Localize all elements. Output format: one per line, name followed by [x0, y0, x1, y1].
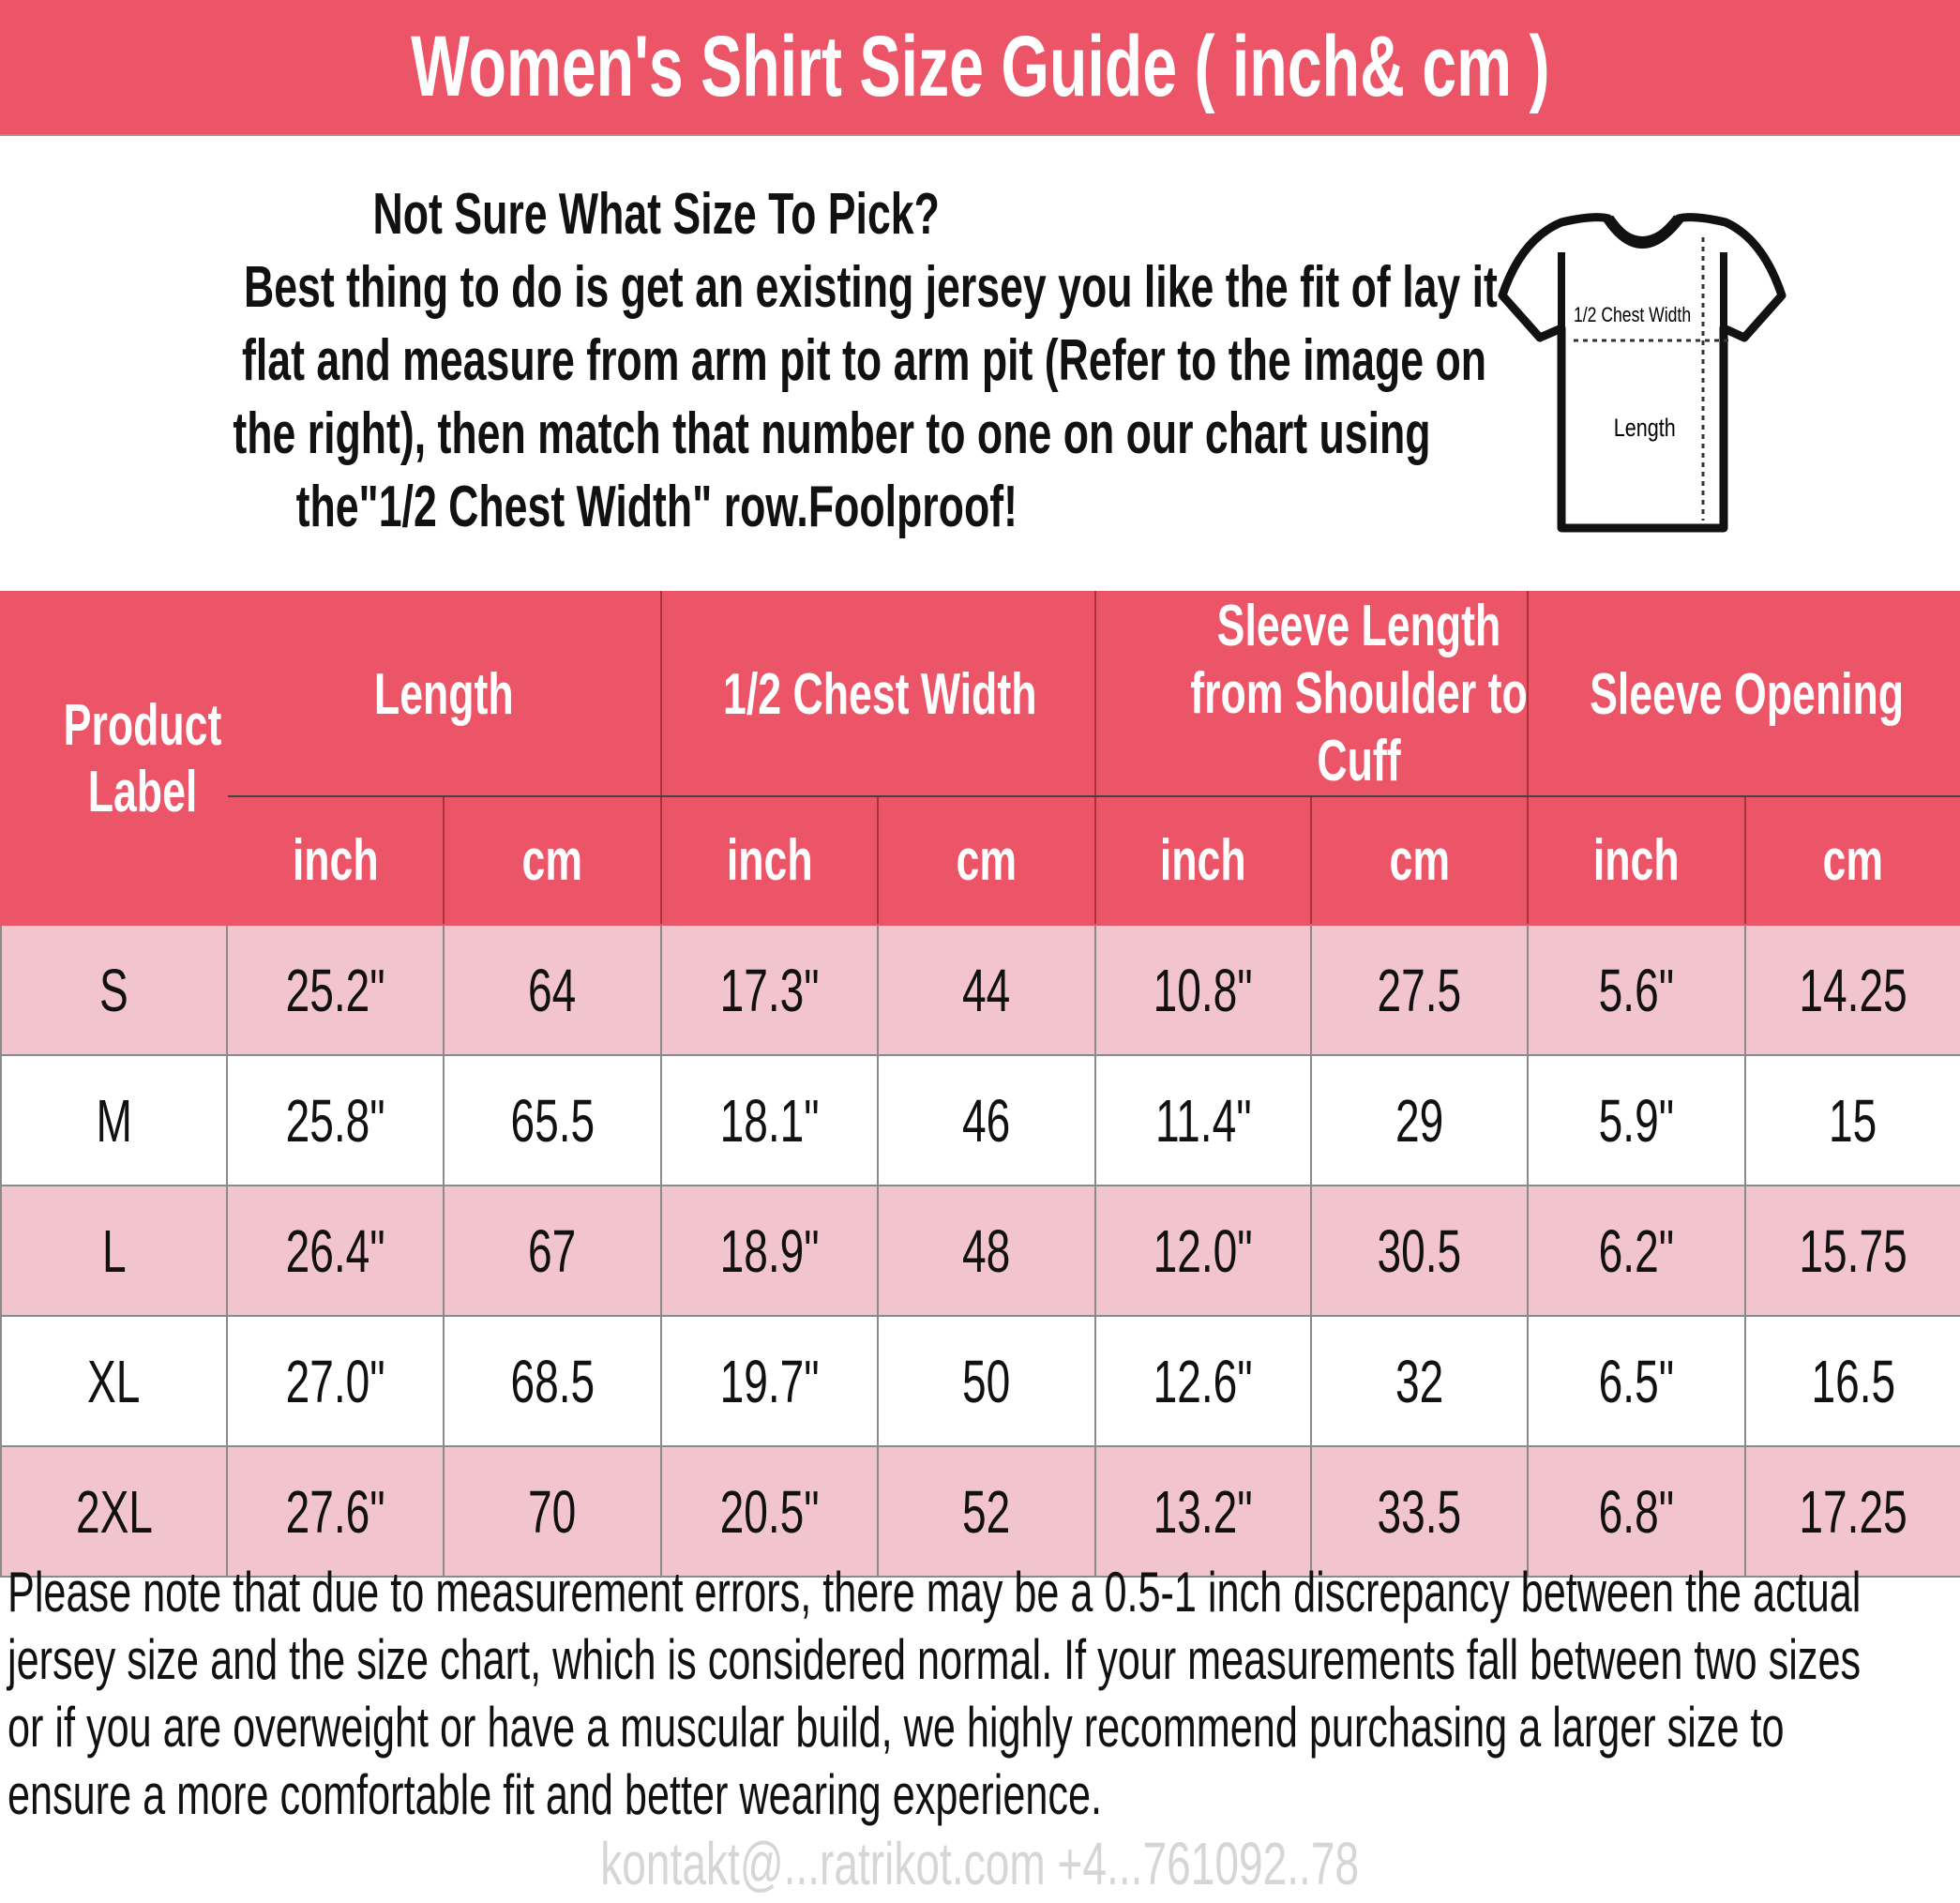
table-cell: 68.5 [443, 1315, 662, 1447]
table-cell: 29 [1310, 1054, 1529, 1186]
table-cell: 20.5" [660, 1445, 879, 1578]
page-title: Women's Shirt Size Guide ( inch& cm ) [410, 19, 1550, 114]
table-cell: 16.5 [1744, 1315, 1960, 1447]
table-cell: 33.5 [1310, 1445, 1529, 1578]
size-label-cell: L [0, 1185, 228, 1317]
unit-header: cm [877, 795, 1096, 926]
table-cell: 44 [877, 924, 1096, 1056]
table-row: XL 27.0" 68.5 19.7" 50 12.6" 32 6.5" 16.5 [0, 1315, 1960, 1447]
table-cell: 48 [877, 1185, 1096, 1317]
header-length: Length [226, 591, 662, 797]
unit-header: cm [1310, 795, 1529, 926]
size-label-cell: S [0, 924, 228, 1056]
table-cell: 52 [877, 1445, 1096, 1578]
table-cell: 6.2" [1527, 1185, 1746, 1317]
table-cell: 14.25 [1744, 924, 1960, 1056]
table-row: L 26.4" 67 18.9" 48 12.0" 30.5 6.2" 15.75 [0, 1185, 1960, 1317]
table-cell: 12.6" [1094, 1315, 1312, 1447]
title-banner: Women's Shirt Size Guide ( inch& cm ) [0, 0, 1960, 136]
table-cell: 25.8" [226, 1054, 445, 1186]
table-cell: 27.0" [226, 1315, 445, 1447]
table-cell: 67 [443, 1185, 662, 1317]
header-product-label: Product Label [0, 591, 228, 926]
size-label-cell: XL [0, 1315, 228, 1447]
table-cell: 64 [443, 924, 662, 1056]
table-cell: 5.6" [1527, 924, 1746, 1056]
unit-header: inch [1094, 795, 1312, 926]
table-cell: 32 [1310, 1315, 1529, 1447]
table-cell: 70 [443, 1445, 662, 1578]
unit-header: inch [226, 795, 445, 926]
table-cell: 6.5" [1527, 1315, 1746, 1447]
table-cell: 12.0" [1094, 1185, 1312, 1317]
table-cell: 5.9" [1527, 1054, 1746, 1186]
unit-header: cm [443, 795, 662, 926]
table-cell: 17.3" [660, 924, 879, 1056]
table-cell: 65.5 [443, 1054, 662, 1186]
intro-line: the right), then match that number to on… [233, 401, 1431, 466]
size-label-cell: 2XL [0, 1445, 228, 1578]
unit-header: cm [1744, 795, 1960, 926]
header-sleeve-opening: Sleeve Opening [1527, 591, 1960, 797]
unit-header: inch [660, 795, 879, 926]
table-cell: 6.8" [1527, 1445, 1746, 1578]
table-cell: 30.5 [1310, 1185, 1529, 1317]
table-cell: 10.8" [1094, 924, 1312, 1056]
table-cell: 19.7" [660, 1315, 879, 1447]
table-cell: 46 [877, 1054, 1096, 1186]
size-label-cell: M [0, 1054, 228, 1186]
table-cell: 15 [1744, 1054, 1960, 1186]
table-row: S 25.2" 64 17.3" 44 10.8" 27.5 5.6" 14.25 [0, 924, 1960, 1056]
intro-line: the"1/2 Chest Width" row.Foolproof! [295, 475, 1018, 539]
intro-heading: Not Sure What Size To Pick? [372, 182, 941, 247]
table-cell: 50 [877, 1315, 1096, 1447]
table-cell: 25.2" [226, 924, 445, 1056]
header-chest-width: 1/2 Chest Width [660, 591, 1096, 797]
shirt-diagram-icon: 1/2 Chest Width Length [1498, 213, 1787, 533]
intro-line: flat and measure from arm pit to arm pit… [242, 328, 1487, 393]
table-cell: 13.2" [1094, 1445, 1312, 1578]
size-table: Product Label Length 1/2 Chest Width Sle… [0, 591, 1960, 1578]
table-cell: 15.75 [1744, 1185, 1960, 1317]
note-line: ensure a more comfortable fit and better… [8, 1763, 1103, 1826]
intro-line: Best thing to do is get an existing jers… [243, 255, 1498, 320]
table-row: M 25.8" 65.5 18.1" 46 11.4" 29 5.9" 15 [0, 1054, 1960, 1186]
note-line: Please note that due to measurement erro… [8, 1561, 1862, 1624]
watermark: kontakt@...ratrikot.com +4...761092..78 [600, 1830, 1360, 1897]
disclaimer-note: Please note that due to measurement erro… [8, 1559, 1958, 1829]
table-cell: 17.25 [1744, 1445, 1960, 1578]
intro-text: Not Sure What Size To Pick? Best thing t… [0, 178, 1498, 544]
table-cell: 18.1" [660, 1054, 879, 1186]
table-cell: 11.4" [1094, 1054, 1312, 1186]
table-cell: 27.6" [226, 1445, 445, 1578]
table-cell: 18.9" [660, 1185, 879, 1317]
note-line: jersey size and the size chart, which is… [8, 1628, 1862, 1691]
table-cell: 27.5 [1310, 924, 1529, 1056]
note-line: or if you are overweight or have a muscu… [8, 1696, 1785, 1759]
header-sleeve-length: Sleeve Length from Shoulder to Cuff [1094, 591, 1529, 797]
length-label: Length [1614, 415, 1676, 443]
unit-header: inch [1527, 795, 1746, 926]
chest-label: 1/2 Chest Width [1574, 304, 1691, 326]
table-cell: 26.4" [226, 1185, 445, 1317]
table-row: 2XL 27.6" 70 20.5" 52 13.2" 33.5 6.8" 17.25 [0, 1445, 1960, 1578]
